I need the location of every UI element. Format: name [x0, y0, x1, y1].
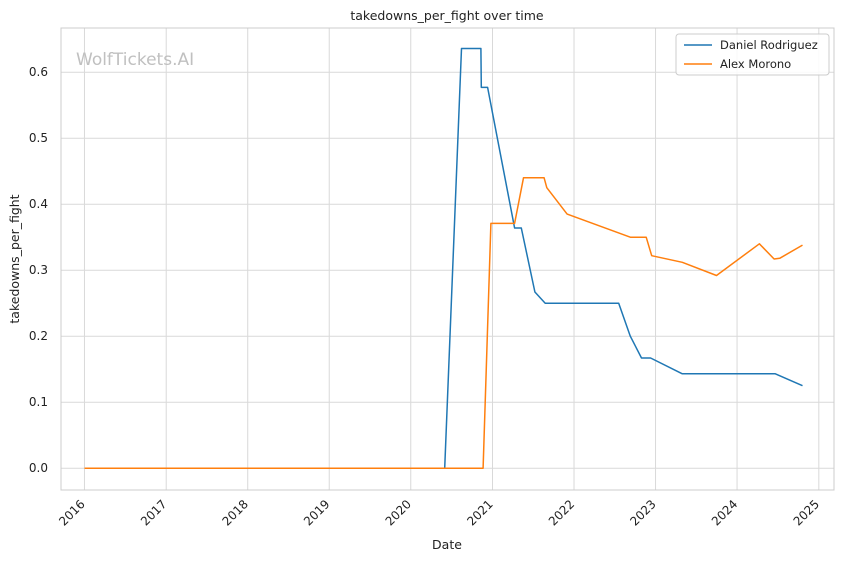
chart-title: takedowns_per_fight over time: [350, 8, 544, 23]
x-grid: [83, 28, 820, 490]
y-tick-label: 0.1: [29, 395, 48, 409]
plot-area: WolfTickets.AI: [60, 27, 835, 491]
plot-frame: [60, 27, 835, 491]
watermark: WolfTickets.AI: [76, 50, 194, 70]
legend: Daniel Rodriguez Alex Morono: [675, 33, 830, 76]
y-axis-title: takedowns_per_fight: [7, 194, 22, 323]
y-axis-ticks: 0.0 0.1 0.2 0.3 0.4 0.5 0.6: [29, 65, 48, 475]
legend-label-daniel-rodriguez: Daniel Rodriguez: [720, 38, 818, 52]
y-tick-label: 0.0: [29, 461, 48, 475]
y-tick-label: 0.5: [29, 131, 48, 145]
y-tick-label: 0.3: [29, 263, 48, 277]
series-line-daniel-rodriguez: [84, 47, 803, 469]
y-tick-label: 0.2: [29, 329, 48, 343]
legend-label-alex-morono: Alex Morono: [720, 57, 791, 71]
series-layer: [84, 47, 803, 469]
plot-background: [61, 28, 834, 490]
x-axis-title: Date: [432, 537, 462, 552]
y-tick-label: 0.6: [29, 65, 48, 79]
series-line-alex-morono: [84, 177, 803, 469]
y-tick-label: 0.4: [29, 197, 48, 211]
legend-box: [675, 33, 830, 76]
